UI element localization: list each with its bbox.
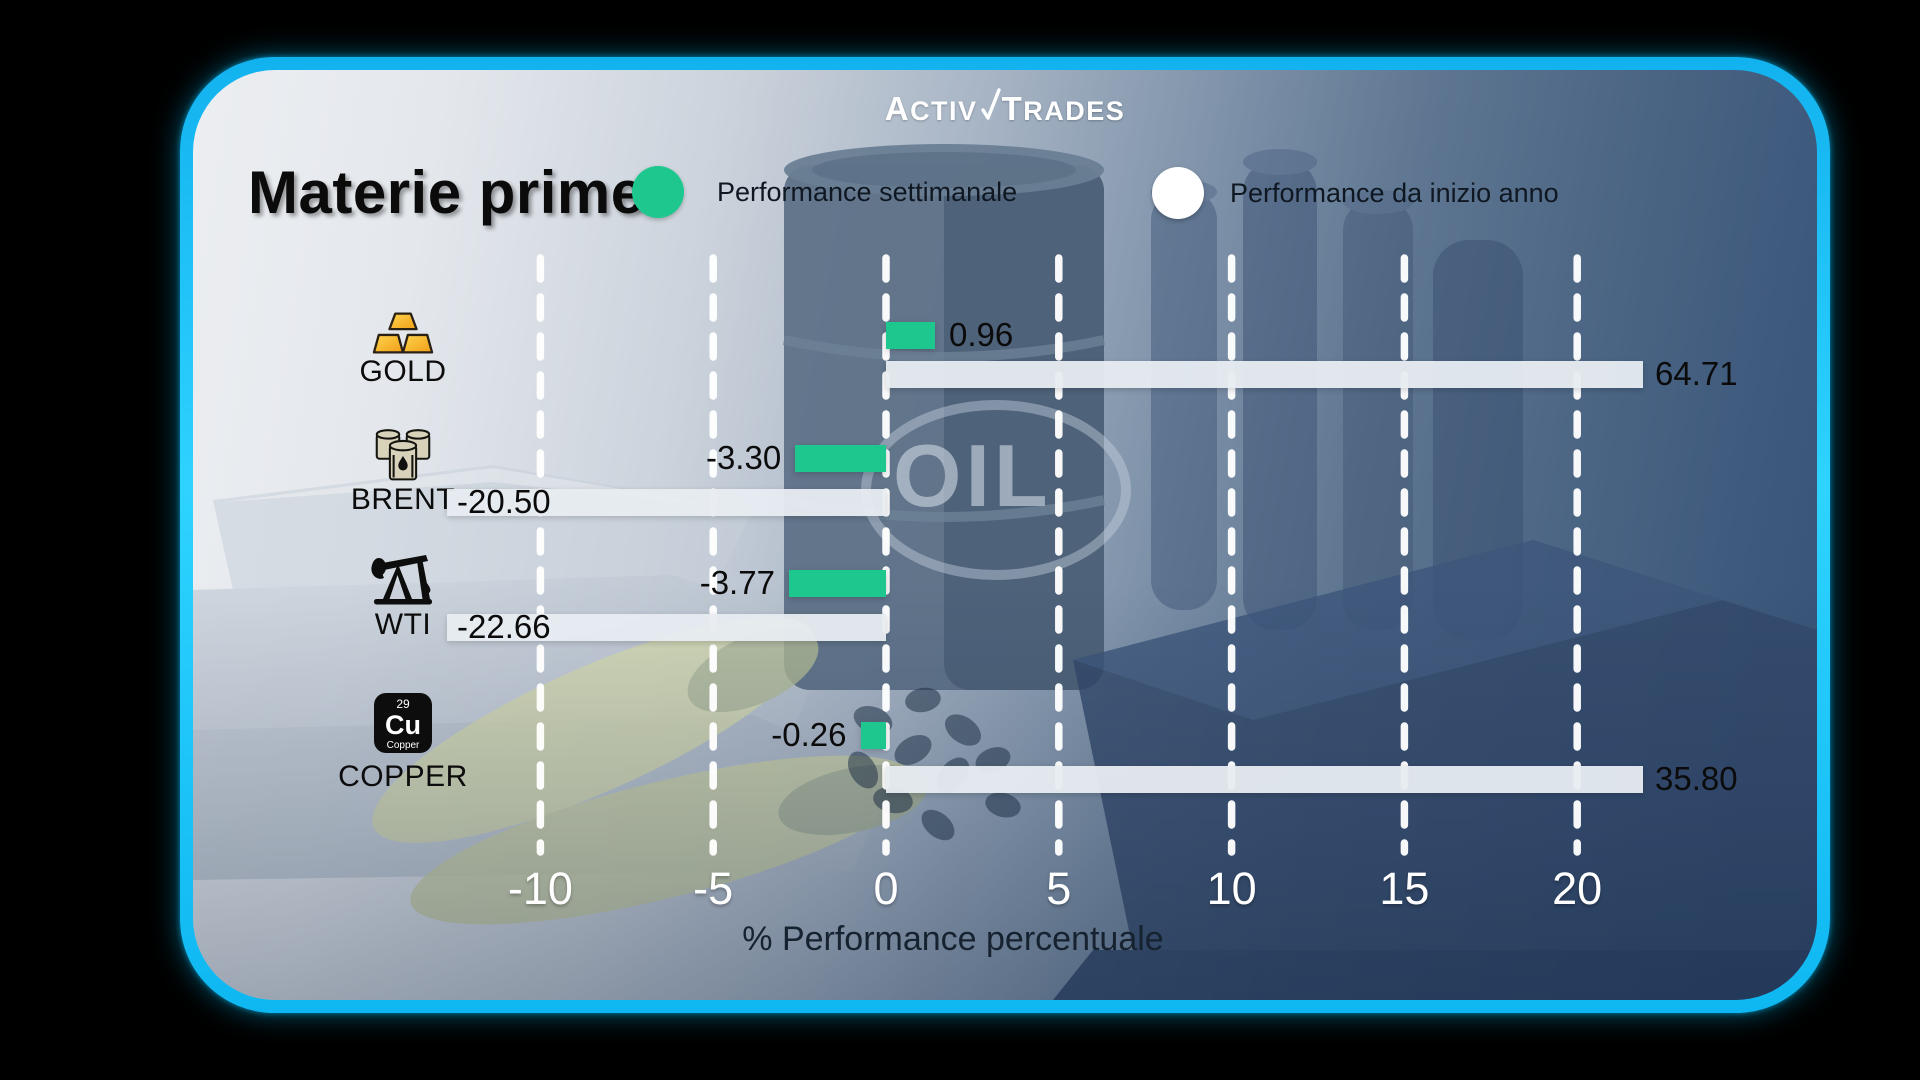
x-tick-0: 0 bbox=[873, 863, 899, 914]
category-icon-copper: 29 Cu Copper bbox=[313, 693, 493, 753]
bar-ytd-gold bbox=[886, 361, 1643, 388]
x-tick-10: 10 bbox=[1206, 863, 1257, 914]
category-icon-brent bbox=[313, 425, 493, 485]
oil-barrels-icon bbox=[375, 429, 431, 481]
oil-pump-icon bbox=[371, 555, 432, 605]
legend-weekly-dot-icon bbox=[632, 166, 684, 218]
category-label-brent: BRENT bbox=[350, 483, 456, 516]
card-border: OIL ACTIV TRADES Materie prime Performanc… bbox=[180, 57, 1830, 1013]
copper-symbol: Cu bbox=[385, 709, 421, 740]
x-tick-5: 5 bbox=[1046, 863, 1072, 914]
bar-ytd-brent bbox=[447, 489, 886, 516]
copper-atomic-number: 29 bbox=[396, 696, 410, 711]
category-icon-wti bbox=[313, 547, 493, 607]
value-ytd-wti: -22.66 bbox=[457, 607, 551, 645]
page-title: Materie prime bbox=[248, 159, 645, 226]
bar-weekly-gold bbox=[886, 322, 935, 349]
value-ytd-copper: 35.80 bbox=[1655, 759, 1738, 797]
category-label-copper: COPPER bbox=[338, 760, 468, 793]
value-ytd-brent: -20.50 bbox=[457, 482, 551, 520]
bar-ytd-wti bbox=[447, 614, 886, 641]
value-ytd-gold: 64.71 bbox=[1655, 354, 1738, 392]
category-label-wti: WTI bbox=[374, 608, 432, 641]
chart-gridlines bbox=[536, 254, 1581, 856]
x-tick--5: -5 bbox=[693, 863, 734, 914]
value-weekly-wti: -3.77 bbox=[699, 563, 775, 601]
value-weekly-copper: -0.26 bbox=[771, 715, 847, 753]
legend-ytd-dot-icon bbox=[1152, 167, 1204, 219]
bar-weekly-brent bbox=[795, 445, 886, 472]
legend-ytd-label: Performance da inizio anno bbox=[1230, 178, 1559, 208]
brand-logo-text: ACTIV TRADES bbox=[884, 88, 1126, 127]
logo-check-icon bbox=[980, 88, 1001, 129]
category-label-gold: GOLD bbox=[359, 355, 447, 388]
bar-ytd-copper bbox=[886, 766, 1643, 793]
brand-logo: ACTIV TRADES bbox=[193, 86, 1817, 128]
copper-name: Copper bbox=[386, 739, 420, 751]
x-tick--10: -10 bbox=[507, 863, 573, 914]
bar-weekly-wti bbox=[788, 570, 886, 597]
copper-element-icon: 29 Cu Copper bbox=[374, 693, 432, 753]
value-weekly-gold: 0.96 bbox=[948, 315, 1014, 353]
value-weekly-brent: -3.30 bbox=[705, 438, 782, 476]
oil-barrel-label: OIL bbox=[893, 426, 1052, 525]
x-axis-label: % Performance percentuale bbox=[742, 920, 1164, 958]
bar-weekly-copper bbox=[860, 722, 886, 749]
category-icon-gold bbox=[313, 303, 493, 363]
legend-weekly-label: Performance settimanale bbox=[717, 177, 1018, 207]
x-tick-20: 20 bbox=[1552, 863, 1603, 914]
infographic-card: OIL ACTIV TRADES Materie prime Performanc… bbox=[193, 70, 1817, 1000]
gold-bars-icon bbox=[372, 312, 434, 354]
x-tick-15: 15 bbox=[1379, 863, 1430, 914]
